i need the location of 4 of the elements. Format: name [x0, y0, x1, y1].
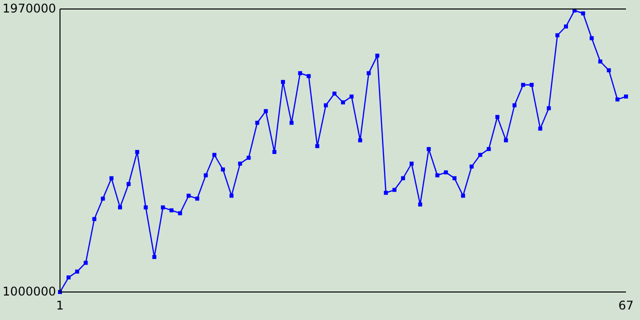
y-tick-label: 1970000 [2, 1, 56, 16]
x-tick-label: 67 [618, 298, 634, 312]
y-tick-label: 1000000 [2, 284, 56, 298]
x-tick-label: 1 [56, 298, 64, 312]
